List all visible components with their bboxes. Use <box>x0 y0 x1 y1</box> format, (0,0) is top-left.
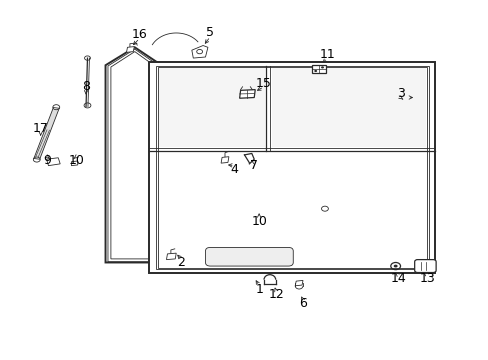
Circle shape <box>84 56 90 60</box>
Polygon shape <box>239 90 255 98</box>
Text: 3: 3 <box>396 87 404 100</box>
Text: 4: 4 <box>230 163 238 176</box>
FancyBboxPatch shape <box>205 247 293 266</box>
Polygon shape <box>105 47 161 262</box>
Text: 8: 8 <box>82 80 90 93</box>
Polygon shape <box>166 253 176 260</box>
Text: 15: 15 <box>256 77 271 90</box>
Polygon shape <box>126 46 134 52</box>
Circle shape <box>393 265 397 267</box>
Text: 11: 11 <box>319 48 335 61</box>
Text: 7: 7 <box>250 159 258 172</box>
Polygon shape <box>34 108 59 159</box>
Polygon shape <box>71 161 78 166</box>
Text: 5: 5 <box>206 27 214 40</box>
Text: 10: 10 <box>68 154 84 167</box>
Polygon shape <box>271 68 425 147</box>
Text: 13: 13 <box>419 272 434 285</box>
Circle shape <box>53 105 60 110</box>
Text: 1: 1 <box>255 283 263 296</box>
Text: 6: 6 <box>299 297 306 310</box>
Circle shape <box>321 66 324 68</box>
FancyBboxPatch shape <box>414 260 435 273</box>
Circle shape <box>314 70 317 72</box>
Text: 14: 14 <box>389 272 405 285</box>
Polygon shape <box>149 62 434 273</box>
Polygon shape <box>191 45 207 58</box>
Circle shape <box>33 157 40 162</box>
Text: 16: 16 <box>132 28 147 41</box>
Polygon shape <box>159 68 264 147</box>
Polygon shape <box>221 157 228 163</box>
Polygon shape <box>311 65 326 73</box>
Text: 2: 2 <box>177 256 184 269</box>
Text: 12: 12 <box>268 288 284 301</box>
Polygon shape <box>46 158 60 166</box>
Circle shape <box>84 103 91 108</box>
Text: 10: 10 <box>251 215 266 228</box>
Text: 17: 17 <box>33 122 48 135</box>
Polygon shape <box>295 280 303 286</box>
Text: 9: 9 <box>43 154 51 167</box>
